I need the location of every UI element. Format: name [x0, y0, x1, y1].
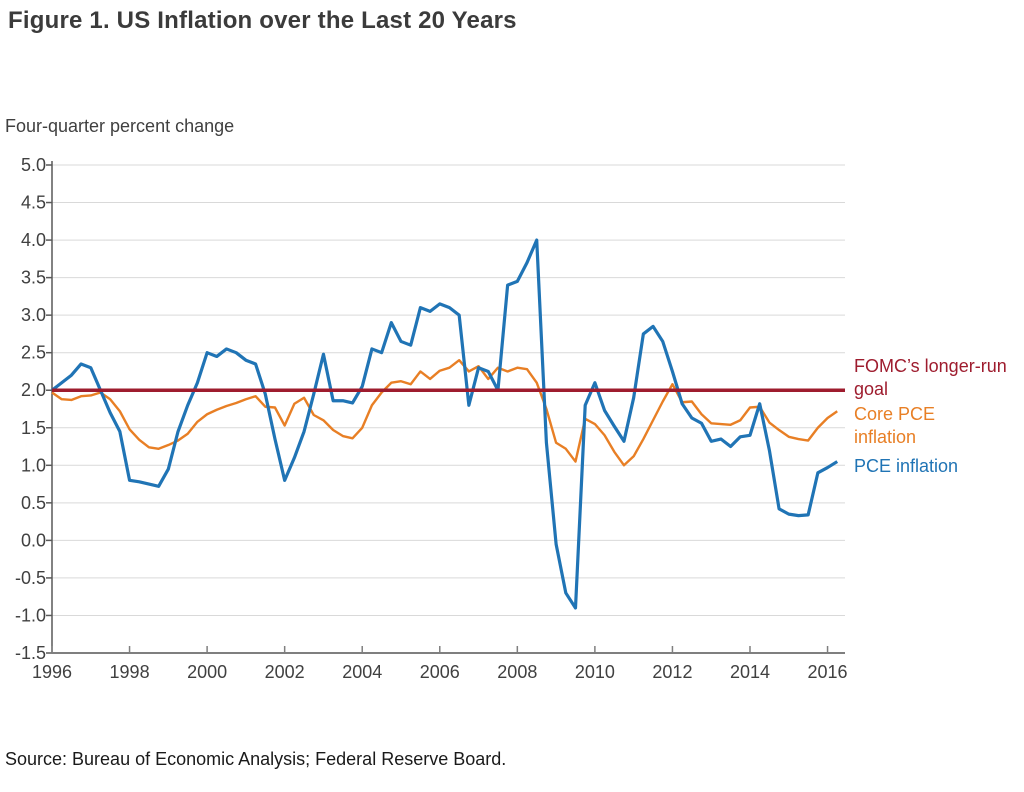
x-tick-label: 2004 [342, 662, 382, 682]
x-tick-label: 2016 [808, 662, 848, 682]
y-tick-label: 3.0 [21, 305, 46, 325]
y-tick-label: -1.5 [15, 643, 46, 663]
x-tick-label: 2014 [730, 662, 770, 682]
y-tick-label: -1.0 [15, 605, 46, 625]
y-tick-label: 2.5 [21, 343, 46, 363]
y-tick-label: 4.0 [21, 230, 46, 250]
y-axis-units-label: Four-quarter percent change [5, 116, 235, 136]
x-tick-label: 2002 [265, 662, 305, 682]
pce-inflation-line [51, 238, 839, 610]
legend-label-core-pce: Core PCE inflation [854, 404, 936, 447]
y-tick-label: 1.5 [21, 418, 46, 438]
y-tick-label: 0.0 [21, 530, 46, 550]
y-tick-label: -0.5 [15, 568, 46, 588]
core-pce-inflation-line [51, 359, 838, 467]
legend-label-fomc-goal: FOMC’s longer-run goal [854, 356, 1007, 399]
y-tick-label: 0.5 [21, 493, 46, 513]
source-note: Source: Bureau of Economic Analysis; Fed… [5, 749, 507, 769]
y-tick-label: 5.0 [21, 155, 46, 175]
x-tick-label: 2012 [652, 662, 692, 682]
x-tick-label: 1996 [32, 662, 72, 682]
y-tick-label: 1.0 [21, 455, 46, 475]
legend-label-pce: PCE inflation [854, 456, 959, 476]
figure-title: Figure 1. US Inflation over the Last 20 … [8, 7, 517, 34]
x-tick-label: 2006 [420, 662, 460, 682]
x-tick-label: 2008 [497, 662, 537, 682]
y-tick-label: 4.5 [21, 193, 46, 213]
x-tick-label: 2000 [187, 662, 227, 682]
x-tick-label: 1998 [110, 662, 150, 682]
x-tick-label: 2010 [575, 662, 615, 682]
y-tick-label: 2.0 [21, 380, 46, 400]
y-tick-label: 3.5 [21, 268, 46, 288]
